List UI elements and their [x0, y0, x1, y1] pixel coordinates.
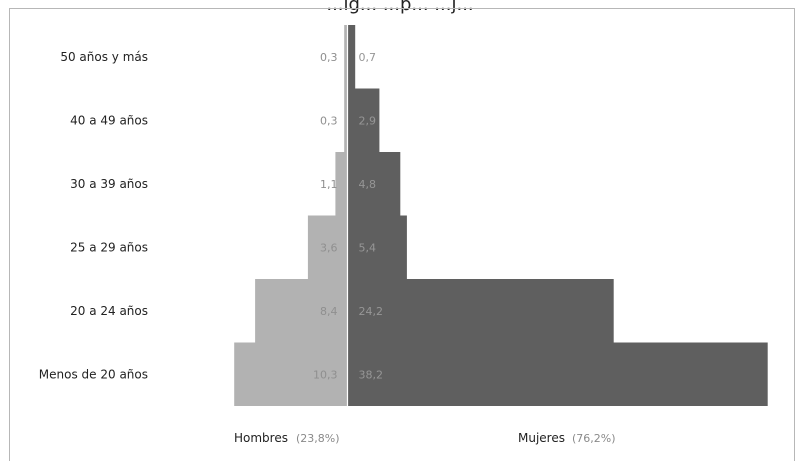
legend-hombres-label: Hombres — [234, 431, 288, 445]
value-label-hombres-50-anos-y-mas: 0,3 — [320, 51, 338, 64]
value-label-mujeres-20-a-24-anos: 24,2 — [359, 305, 384, 318]
bar-mujeres-30-a-39-anos — [347, 152, 401, 216]
legend-mujeres-label: Mujeres — [518, 431, 565, 445]
legend-mujeres-share: (76,2%) — [572, 432, 616, 445]
bar-mujeres-25-a-29-anos — [347, 215, 407, 279]
bar-mujeres-40-a-49-anos — [347, 88, 380, 152]
bar-hombres-20-a-24-anos — [255, 279, 348, 343]
bars-layer — [234, 25, 768, 406]
bar-hombres-50-anos-y-mas — [344, 25, 348, 89]
bar-mujeres-50-anos-y-mas — [347, 25, 356, 89]
category-label-30-a-39-anos: 30 a 39 años — [70, 177, 148, 191]
value-label-mujeres-25-a-29-anos: 5,4 — [359, 241, 377, 254]
category-label-40-a-49-anos: 40 a 49 años — [70, 113, 148, 127]
bar-mujeres-20-a-24-anos — [347, 279, 614, 343]
value-label-mujeres-30-a-39-anos: 4,8 — [359, 178, 377, 191]
category-labels: 50 años y más 40 a 49 años 30 a 39 años 25 … — [39, 50, 148, 382]
value-label-mujeres-50-anos-y-mas: 0,7 — [359, 51, 377, 64]
value-label-mujeres-menos-de-20-anos: 38,2 — [359, 368, 384, 381]
value-label-hombres-menos-de-20-anos: 10,3 — [313, 368, 338, 381]
category-label-25-a-29-anos: 25 a 29 años — [70, 240, 148, 254]
chart-title: ...ig... ...p... ...j... — [326, 0, 473, 15]
bar-hombres-25-a-29-anos — [307, 215, 348, 279]
value-label-mujeres-40-a-49-anos: 2,9 — [359, 114, 377, 127]
bar-hombres-menos-de-20-anos — [234, 342, 348, 406]
legend: Hombres (23,8%) Mujeres (76,2%) — [234, 431, 616, 445]
category-label-menos-de-20-anos: Menos de 20 años — [39, 367, 148, 381]
bar-hombres-30-a-39-anos — [335, 152, 348, 216]
value-label-hombres-30-a-39-anos: 1,1 — [320, 178, 338, 191]
value-label-hombres-40-a-49-anos: 0,3 — [320, 114, 338, 127]
plot-area-border — [9, 8, 795, 461]
category-label-50-anos-y-mas: 50 años y más — [60, 50, 148, 64]
value-label-hombres-25-a-29-anos: 3,6 — [320, 241, 338, 254]
bar-hombres-40-a-49-anos — [344, 88, 348, 152]
bar-mujeres-menos-de-20-anos — [347, 342, 768, 406]
category-label-20-a-24-anos: 20 a 24 años — [70, 304, 148, 318]
legend-hombres-share: (23,8%) — [296, 432, 340, 445]
value-labels: 0,3 0,7 0,3 2,9 1,1 4,8 3,6 5,4 8,4 24,2 10,3 38,2 — [313, 51, 383, 382]
value-label-hombres-20-a-24-anos: 8,4 — [320, 305, 338, 318]
